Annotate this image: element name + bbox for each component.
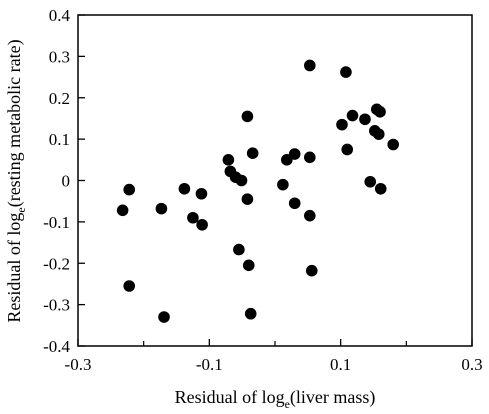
data-point [336, 118, 348, 131]
data-point [233, 243, 245, 256]
data-point [288, 197, 301, 210]
plot-area-frame [77, 14, 473, 347]
data-point [288, 148, 301, 160]
data-point [123, 183, 136, 196]
data-point [195, 187, 208, 200]
data-point [277, 178, 289, 191]
data-point [346, 109, 359, 122]
data-point [235, 174, 248, 187]
data-point [244, 307, 257, 320]
y-axis-label-prefix: Residual of log [4, 213, 24, 323]
data-point [196, 218, 208, 231]
y-axis-label-suffix: (resting metabolic rate) [4, 39, 25, 207]
x-axis-label-subscript: e [285, 397, 290, 411]
data-point [304, 209, 316, 222]
x-axis-label-prefix: Residual of log [175, 387, 285, 407]
y-tick-label: 0.3 [49, 47, 70, 66]
data-point [304, 59, 316, 72]
y-axis-ticks: -0.4 -0.3 -0.2 -0.1 0 0.1 0.2 0.3 0.4 [43, 6, 85, 356]
x-axis-ticks: -0.3 -0.1 0.1 0.3 [65, 339, 483, 374]
data-point [372, 128, 385, 140]
data-point [359, 113, 371, 126]
data-point [241, 193, 254, 205]
x-axis-label: Residual of loge(liver mass) [175, 387, 376, 411]
data-point [387, 138, 400, 151]
x-tick-label: -0.3 [65, 355, 92, 374]
data-point [374, 106, 386, 118]
data-point [242, 259, 255, 272]
y-tick-label: 0.4 [49, 6, 71, 25]
data-point [304, 151, 316, 164]
y-tick-label: -0.2 [43, 254, 70, 273]
y-axis-label-subscript: e [14, 207, 28, 212]
x-tick-label: -0.1 [196, 355, 223, 374]
y-tick-label: -0.1 [43, 213, 70, 232]
y-tick-label: -0.3 [43, 296, 70, 315]
data-point [116, 204, 129, 217]
data-point [341, 143, 354, 156]
data-point [241, 110, 254, 123]
y-tick-label: 0 [62, 172, 71, 191]
y-tick-label: 0.2 [49, 89, 70, 108]
data-point [364, 175, 377, 188]
y-tick-label: 0.1 [49, 130, 70, 149]
data-points [116, 59, 400, 323]
x-axis-label-suffix: (liver mass) [290, 387, 375, 408]
data-point [222, 154, 235, 166]
y-axis-label: Residual of loge(resting metabolic rate) [4, 39, 28, 322]
x-tick-label: 0.1 [330, 355, 351, 374]
data-point [374, 182, 387, 195]
data-point [158, 311, 170, 323]
data-point [155, 202, 168, 215]
x-tick-label: 0.3 [461, 355, 482, 374]
data-point [246, 147, 259, 159]
data-point [178, 182, 191, 195]
data-point [340, 66, 352, 78]
y-tick-label: -0.4 [43, 337, 70, 356]
data-point [187, 211, 199, 224]
data-point [123, 280, 136, 292]
data-point [305, 264, 318, 277]
